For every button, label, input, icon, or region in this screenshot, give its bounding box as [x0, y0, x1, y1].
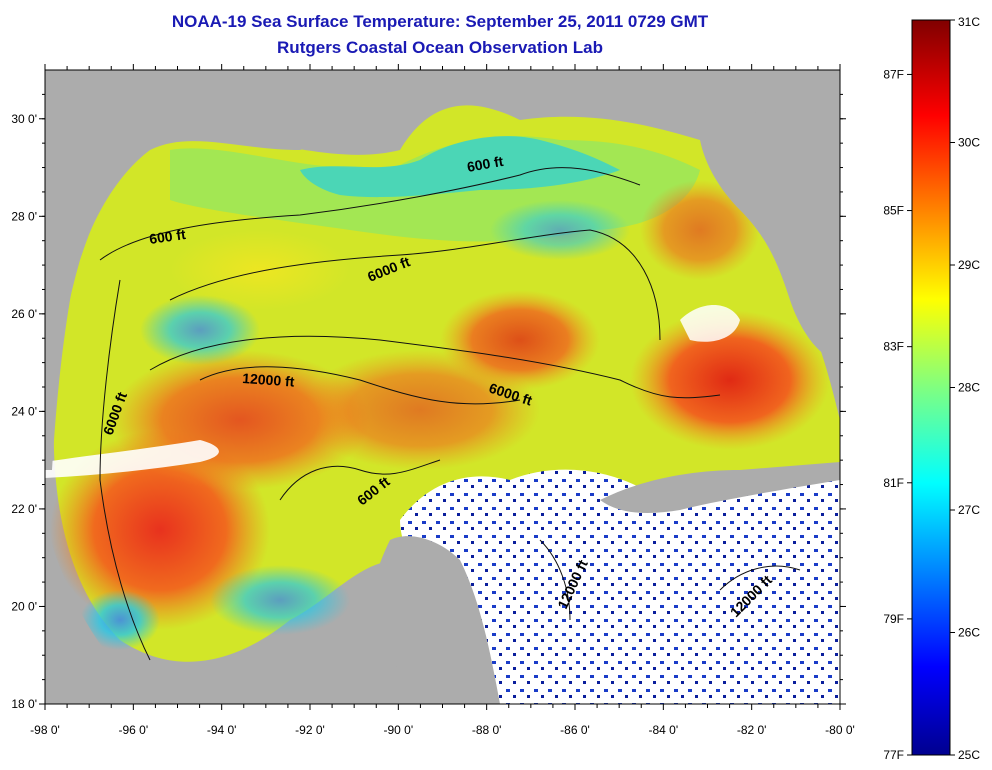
y-tick-label: 18 0' [11, 697, 37, 711]
y-tick-label: 24 0' [11, 404, 37, 418]
north-central-cool-patch [490, 200, 630, 260]
colorbar-fahrenheit-label: 79F [883, 612, 904, 626]
loop-warm-eddy [440, 290, 600, 390]
colorbar-celsius-label: 28C [958, 381, 980, 395]
colorbar-fahrenheit-label: 87F [883, 67, 904, 81]
contour-label-1: 600 ft [148, 226, 187, 247]
coastal-cyan-band [300, 136, 620, 198]
colorbar-celsius-label: 29C [958, 258, 980, 272]
contour-label-2: 600 ft [466, 153, 505, 175]
yucatan-cloud-area [400, 469, 840, 704]
west-yellow-patch [170, 230, 350, 310]
strait-cloud-band [45, 440, 219, 478]
colorbar-fahrenheit-label: 77F [883, 748, 904, 762]
southwest-cool-patch [80, 590, 160, 650]
x-tick-label: -94 0' [207, 723, 237, 737]
yucatan-land [360, 536, 500, 704]
x-tick-label: -90 0' [384, 723, 414, 737]
x-tick-label: -96 0' [119, 723, 149, 737]
colorbar-ticks: 31C 30C 29C 28C 27C 26C 25C 87F 85F 83F 81F 79F 77F [883, 15, 980, 762]
y-tick-label: 30 0' [11, 112, 37, 126]
y-tick-label: 20 0' [11, 599, 37, 613]
east-warm-core [630, 310, 830, 450]
x-tick-label: -88 0' [472, 723, 502, 737]
x-tick-label: -98 0' [30, 723, 60, 737]
colorbar-celsius-label: 30C [958, 136, 980, 150]
latitude-axis: 30 0' 28 0' 26 0' 24 0' 22 0' 20 0' 18 0' [11, 93, 846, 711]
map-title: NOAA-19 Sea Surface Temperature: Septemb… [171, 12, 709, 31]
florida-land [700, 70, 840, 360]
colorbar-celsius-label: 25C [958, 748, 980, 762]
colorbar-fahrenheit-label: 81F [883, 476, 904, 490]
sst-map-area [45, 70, 840, 704]
x-tick-label: -82 0' [737, 723, 767, 737]
colorbar-fahrenheit-label: 83F [883, 340, 904, 354]
x-tick-label: -84 0' [649, 723, 679, 737]
bathymetry-contours [99, 167, 801, 661]
colorbar-celsius-label: 31C [958, 15, 980, 29]
east-cloud-patch [680, 305, 740, 342]
y-tick-label: 26 0' [11, 307, 37, 321]
map-subtitle: Rutgers Coastal Ocean Observation Lab [277, 38, 603, 57]
y-tick-label: 28 0' [11, 209, 37, 223]
x-tick-label: -80 0' [825, 723, 855, 737]
colorbar-celsius-label: 26C [958, 626, 980, 640]
colorbar-fahrenheit-label: 85F [883, 204, 904, 218]
northeast-warm-patch [640, 180, 760, 280]
contour-label-4: 12000 ft [242, 370, 295, 390]
cuba-land [600, 462, 840, 513]
x-tick-label: -92 0' [295, 723, 325, 737]
southwest-mexico-coast [45, 520, 130, 704]
temperature-colorbar [911, 19, 951, 756]
longitude-axis: -98 0' -96 0' -94 0' -92 0' -90 0' -88 0' -86 … [30, 64, 855, 737]
colorbar-celsius-label: 27C [958, 503, 980, 517]
y-tick-label: 22 0' [11, 502, 37, 516]
western-coastline [45, 70, 400, 470]
west-cool-patch [140, 295, 260, 365]
campeche-cool-patch [210, 565, 350, 635]
x-tick-label: -86 0' [560, 723, 590, 737]
